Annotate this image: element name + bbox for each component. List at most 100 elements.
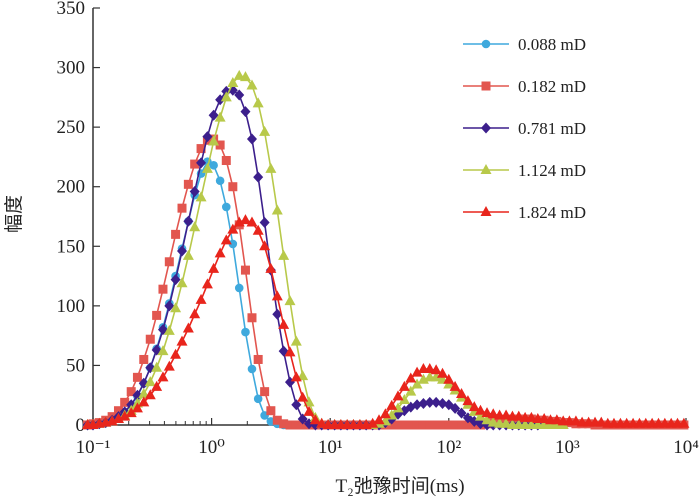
data-point xyxy=(284,295,296,306)
data-point xyxy=(399,420,409,430)
data-point xyxy=(405,372,417,383)
data-point xyxy=(271,204,283,215)
data-point xyxy=(259,216,270,228)
legend-marker xyxy=(481,122,491,134)
data-point xyxy=(405,385,417,396)
x-tick-label: 10¹ xyxy=(318,437,343,458)
data-point xyxy=(158,284,168,294)
data-point xyxy=(297,370,309,381)
data-point xyxy=(246,216,258,227)
data-point xyxy=(214,247,226,258)
legend-label: 1.824 mD xyxy=(518,203,586,222)
data-point xyxy=(431,396,442,408)
data-point xyxy=(272,415,282,425)
data-point xyxy=(450,402,461,414)
data-point xyxy=(487,416,499,427)
data-point xyxy=(474,410,486,421)
data-point xyxy=(252,97,264,108)
data-point xyxy=(189,221,201,232)
data-point xyxy=(182,249,194,260)
data-point xyxy=(412,420,422,430)
data-point xyxy=(259,240,271,251)
data-point xyxy=(241,327,250,337)
data-point xyxy=(215,94,226,106)
legend-label: 0.088 mD xyxy=(518,35,586,54)
data-point xyxy=(538,413,550,424)
data-point xyxy=(272,308,283,320)
legend-marker xyxy=(481,39,491,49)
data-point xyxy=(252,224,264,235)
data-point xyxy=(411,378,423,389)
data-point xyxy=(164,300,175,312)
data-point xyxy=(481,407,493,418)
data-point xyxy=(437,398,448,410)
data-point xyxy=(234,283,244,293)
data-point xyxy=(113,406,123,416)
data-point xyxy=(463,420,473,430)
data-point xyxy=(290,371,302,382)
data-point xyxy=(412,399,423,411)
data-point xyxy=(437,367,449,378)
data-point xyxy=(170,274,181,286)
data-point xyxy=(513,410,525,421)
data-point xyxy=(120,397,130,407)
series-layer xyxy=(82,69,690,431)
data-point xyxy=(278,249,290,260)
data-point xyxy=(170,302,182,313)
legend-marker xyxy=(481,81,491,91)
series-1 xyxy=(83,157,352,430)
data-point xyxy=(164,257,174,267)
data-point xyxy=(151,380,163,391)
data-point xyxy=(220,234,232,245)
data-point xyxy=(176,277,188,288)
data-point xyxy=(500,409,512,420)
legend-label: 0.781 mD xyxy=(518,119,586,138)
data-point xyxy=(309,414,321,425)
data-point xyxy=(196,157,207,169)
data-point xyxy=(138,388,150,399)
data-point xyxy=(431,420,441,430)
data-point xyxy=(157,345,169,356)
data-point xyxy=(265,262,277,273)
data-point xyxy=(279,419,289,429)
data-point xyxy=(253,394,263,404)
x-tick-label: 10³ xyxy=(555,437,580,458)
data-point xyxy=(444,420,454,430)
data-point xyxy=(418,420,428,430)
x-tick-label: 10⁻¹ xyxy=(76,437,111,458)
data-point xyxy=(177,203,187,213)
data-point xyxy=(208,262,220,273)
data-point xyxy=(144,389,156,400)
data-point xyxy=(246,79,258,90)
series-line xyxy=(87,89,538,426)
data-point xyxy=(131,402,143,413)
data-point xyxy=(189,308,201,319)
data-point xyxy=(285,420,295,430)
data-point xyxy=(139,354,149,364)
plot-area xyxy=(92,8,686,426)
data-point xyxy=(297,413,308,425)
legend: 0.088 mD 0.182 mD 0.781 mD 1.124 mD 1.824 mD xyxy=(463,35,586,222)
data-point xyxy=(215,140,225,150)
legend-item: 0.088 mD xyxy=(463,35,586,54)
data-point xyxy=(266,406,276,416)
y-tick-label: 100 xyxy=(57,296,86,317)
series-4 xyxy=(82,69,569,429)
legend-label: 0.182 mD xyxy=(518,77,586,96)
data-point xyxy=(411,366,423,377)
data-point xyxy=(195,191,207,202)
data-point xyxy=(457,420,467,430)
data-point xyxy=(214,111,226,122)
data-point xyxy=(271,290,283,301)
data-point xyxy=(487,408,499,419)
data-point xyxy=(443,373,455,384)
data-point xyxy=(253,354,263,364)
data-point xyxy=(171,229,181,239)
data-point xyxy=(291,399,302,411)
data-point xyxy=(392,390,404,401)
data-point xyxy=(201,162,213,173)
data-point xyxy=(228,182,238,192)
data-point xyxy=(265,162,277,173)
y-tick-label: 200 xyxy=(57,177,86,198)
